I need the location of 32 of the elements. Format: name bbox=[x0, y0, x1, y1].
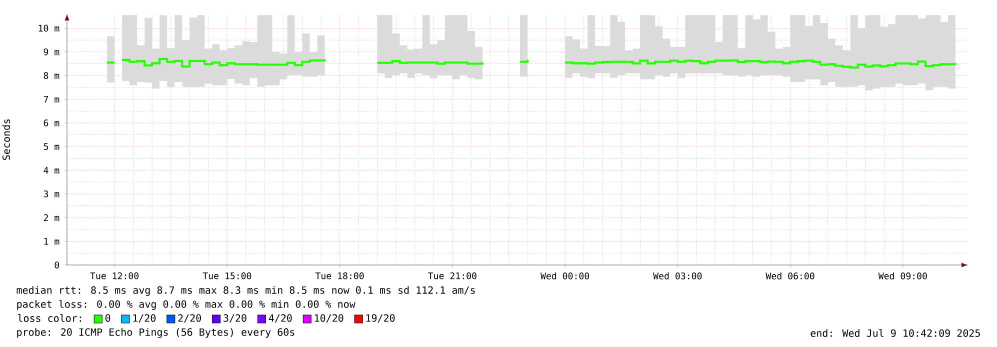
legend-label: 19/20 bbox=[366, 314, 395, 323]
y-tick-label: 0 bbox=[54, 262, 60, 268]
x-tick-label: Tue 21:00 bbox=[428, 272, 476, 280]
y-tick-label: 3 m bbox=[44, 190, 60, 198]
x-tick-label: Wed 06:00 bbox=[766, 272, 814, 280]
y-tick-label: 4 m bbox=[44, 166, 60, 174]
y-tick-label: 6 m bbox=[44, 119, 60, 126]
y-tick-label: 2 m bbox=[44, 214, 60, 222]
x-tick-label: Tue 15:00 bbox=[202, 272, 252, 280]
legend-label: 10/20 bbox=[314, 314, 344, 323]
x-tick-label: Tue 18:00 bbox=[315, 272, 364, 280]
x-tick-label: Wed 00:00 bbox=[540, 272, 590, 280]
text: median rtt: 8.5 ms avg 8.7 ms max 8.3 ms min 8.5 ms now 0.1 ms sd 112.1 am/s bbox=[16, 286, 475, 296]
text: probe: 20 ICMP Echo Pings (56 Bytes) every 60s bbox=[17, 328, 294, 338]
legend-label: 0 bbox=[105, 314, 110, 322]
x-tick-label: Wed 09:00 bbox=[878, 272, 927, 280]
text: end: Wed Jul 9 10:42:09 2025 bbox=[810, 329, 980, 337]
y-axis-title: Seconds bbox=[2, 119, 10, 160]
y-tick-label: 5 m bbox=[44, 143, 60, 150]
y-tick-label: 1 m bbox=[44, 238, 60, 245]
legend-label: 4/20 bbox=[268, 314, 292, 323]
y-tick-label: 9 m bbox=[44, 48, 60, 56]
y-tick-label: 7 m bbox=[44, 96, 60, 103]
legend-label: 2/20 bbox=[178, 314, 201, 323]
legend-label: 3/20 bbox=[224, 314, 246, 323]
y-tick-label: 10 m bbox=[38, 24, 60, 32]
text: packet loss: 0.00 % avg 0.00 % max 0.00 % min 0.00 % now bbox=[17, 300, 356, 310]
legend-title: loss color: bbox=[18, 314, 82, 322]
y-tick-label: 8 m bbox=[44, 72, 60, 79]
legend-label: 1/20 bbox=[133, 314, 156, 323]
x-tick-label: Tue 12:00 bbox=[90, 272, 139, 280]
x-tick-label: Wed 03:00 bbox=[653, 272, 702, 280]
